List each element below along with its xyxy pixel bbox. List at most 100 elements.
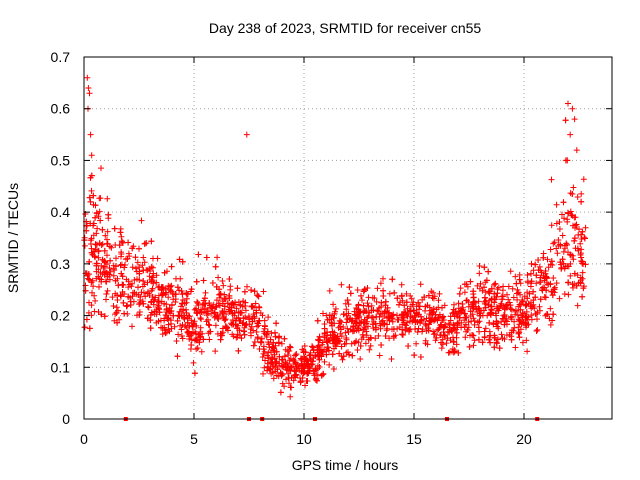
data-point xyxy=(188,286,195,293)
data-point xyxy=(551,239,558,246)
data-point xyxy=(251,313,258,320)
data-point xyxy=(113,304,120,311)
data-point xyxy=(136,277,143,283)
data-point xyxy=(556,219,563,225)
data-point xyxy=(569,281,576,288)
x-tick-label: 15 xyxy=(406,431,422,447)
data-point xyxy=(417,354,424,360)
data-point xyxy=(540,284,547,291)
data-point xyxy=(543,287,550,294)
y-tick-label: 0.1 xyxy=(51,359,71,375)
data-point xyxy=(118,238,125,245)
data-point xyxy=(153,272,160,279)
data-point xyxy=(422,337,429,344)
data-point xyxy=(519,339,526,346)
data-point xyxy=(117,229,124,236)
data-point xyxy=(324,329,331,336)
data-point xyxy=(149,264,156,271)
data-point xyxy=(548,176,555,183)
data-point xyxy=(517,306,524,313)
data-point xyxy=(487,339,494,346)
data-point xyxy=(488,285,495,292)
data-point xyxy=(155,292,162,299)
data-point xyxy=(191,306,198,313)
data-point xyxy=(378,299,385,306)
data-point xyxy=(526,290,533,297)
data-point xyxy=(565,210,572,217)
x-axis-label: GPS time / hours xyxy=(292,457,399,473)
data-point xyxy=(386,309,393,316)
data-point xyxy=(286,348,293,354)
data-point xyxy=(138,289,145,296)
y-tick-label: 0.6 xyxy=(51,101,71,117)
data-point xyxy=(183,290,190,297)
data-point xyxy=(446,329,453,336)
data-point xyxy=(544,256,551,263)
outlier-point xyxy=(565,100,571,107)
data-point xyxy=(195,332,202,338)
data-point xyxy=(309,343,316,350)
data-point xyxy=(220,314,227,320)
data-point xyxy=(235,347,242,354)
data-point xyxy=(205,316,211,323)
data-point xyxy=(143,240,150,247)
outlier-point xyxy=(573,147,580,154)
data-point xyxy=(323,338,330,345)
data-point xyxy=(559,232,566,239)
data-point xyxy=(515,330,522,337)
data-point xyxy=(283,376,289,383)
data-point xyxy=(249,318,256,325)
data-point xyxy=(284,360,290,367)
data-point xyxy=(411,314,418,321)
data-point xyxy=(256,303,262,310)
data-point xyxy=(360,288,367,295)
data-point xyxy=(119,281,126,288)
data-point xyxy=(482,297,489,304)
data-point xyxy=(135,284,141,291)
data-point xyxy=(380,293,387,299)
data-point xyxy=(364,314,371,321)
data-point xyxy=(406,328,412,335)
data-point xyxy=(403,322,410,329)
data-point xyxy=(156,299,162,306)
data-point xyxy=(353,305,360,311)
data-point xyxy=(435,326,442,333)
data-point xyxy=(514,296,521,303)
data-point xyxy=(144,315,151,322)
data-point xyxy=(425,292,432,299)
data-point xyxy=(482,300,489,307)
data-point xyxy=(216,294,223,301)
plot-frame xyxy=(83,56,613,420)
data-point xyxy=(380,275,386,282)
data-point xyxy=(573,221,580,228)
data-point xyxy=(365,294,372,301)
data-point xyxy=(95,309,102,315)
data-point xyxy=(549,292,556,299)
data-point xyxy=(171,323,178,330)
data-point xyxy=(533,272,540,279)
data-point xyxy=(242,307,249,314)
data-point xyxy=(330,366,337,372)
data-point xyxy=(140,267,147,274)
data-point xyxy=(572,222,579,229)
data-point xyxy=(252,300,259,307)
data-point xyxy=(524,272,531,278)
data-point xyxy=(177,275,184,282)
data-point xyxy=(138,217,145,224)
data-point xyxy=(88,249,95,256)
data-point xyxy=(476,270,483,277)
data-point xyxy=(522,313,529,320)
data-point xyxy=(168,263,175,270)
data-point xyxy=(582,261,589,268)
data-point xyxy=(416,306,422,313)
data-point xyxy=(398,281,405,288)
data-point xyxy=(276,360,283,367)
data-point xyxy=(550,275,557,281)
data-point xyxy=(113,255,119,262)
data-point xyxy=(495,284,502,291)
data-point xyxy=(315,336,322,343)
data-point xyxy=(427,318,434,325)
data-point xyxy=(376,352,383,359)
data-point xyxy=(104,240,110,247)
data-point xyxy=(462,321,469,328)
